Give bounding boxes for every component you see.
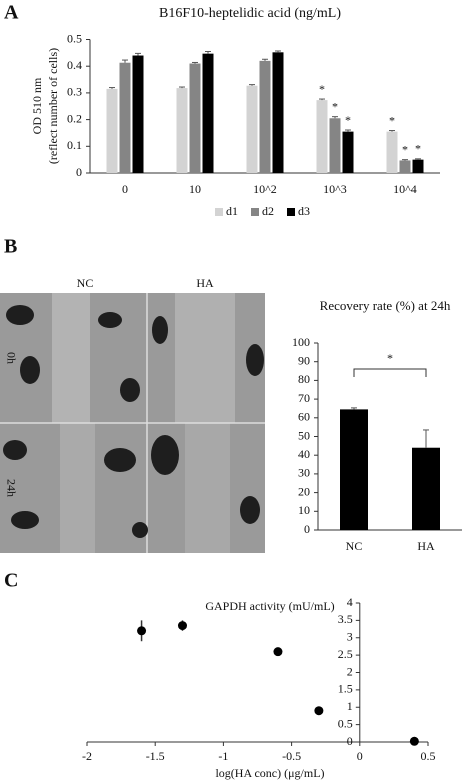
x-tick-label: -1 xyxy=(218,749,228,763)
legend-swatch xyxy=(251,208,259,216)
image-row-label: 24h xyxy=(4,479,18,497)
y-tick-label: 100 xyxy=(292,335,310,349)
y-tick-label: 0.2 xyxy=(67,111,82,125)
significance-marker: * xyxy=(345,113,351,127)
y-tick-label: 10 xyxy=(298,503,310,517)
bar xyxy=(412,447,440,530)
panel-label: C xyxy=(4,570,18,592)
bar xyxy=(329,118,341,173)
wound-gap xyxy=(52,293,90,423)
x-tick-label: 0.5 xyxy=(421,749,436,763)
y-tick-label: 80 xyxy=(298,372,310,386)
x-tick-label: 10^4 xyxy=(393,182,417,196)
bar xyxy=(340,409,368,530)
bar xyxy=(106,88,118,173)
point xyxy=(314,706,324,716)
bar xyxy=(342,131,354,173)
x-tick-label: 10^2 xyxy=(253,182,277,196)
significance-marker: * xyxy=(415,142,421,156)
y-tick-label: 3.5 xyxy=(338,612,353,626)
bar xyxy=(272,52,284,173)
y-tick-label: 0.3 xyxy=(67,85,82,99)
x-tick-label: -1.5 xyxy=(146,749,165,763)
y-tick-label: 0.5 xyxy=(67,31,82,45)
legend-swatch xyxy=(287,208,295,216)
significance-marker: * xyxy=(319,82,325,96)
x-axis-label: log(HA conc) (μg/mL) xyxy=(215,766,324,780)
legend-label: d3 xyxy=(298,204,310,218)
x-tick-label: NC xyxy=(346,539,363,553)
point xyxy=(177,621,187,631)
chart-title: B16F10-heptelidic acid (ng/mL) xyxy=(159,6,341,21)
point xyxy=(273,647,283,657)
y-axis-label: OD 510 nm xyxy=(30,77,44,134)
y-tick-label: 2.5 xyxy=(338,647,353,661)
bar xyxy=(119,62,131,173)
y-tick-label: 0.5 xyxy=(338,716,353,730)
y-tick-label: 0 xyxy=(347,734,353,748)
bar xyxy=(246,85,258,173)
wound-gap xyxy=(185,423,230,553)
x-tick-label: 10 xyxy=(189,182,201,196)
y-tick-label: 0.1 xyxy=(67,138,82,152)
legend-swatch xyxy=(215,208,223,216)
bar xyxy=(399,160,411,173)
significance-marker: * xyxy=(402,142,408,156)
panel-label: B xyxy=(4,236,17,258)
bar xyxy=(189,63,201,173)
x-tick-label: 10^3 xyxy=(323,182,347,196)
x-tick-label: 0 xyxy=(122,182,128,196)
y-tick-label: 3 xyxy=(347,630,353,644)
bar xyxy=(412,159,424,173)
y-tick-label: 0.4 xyxy=(67,58,82,72)
bar xyxy=(259,60,271,173)
bar xyxy=(316,100,328,173)
image-column-label: NC xyxy=(77,276,94,290)
point xyxy=(137,626,147,636)
cell-clusters xyxy=(3,305,264,538)
micrograph xyxy=(0,293,265,553)
significance-marker: * xyxy=(387,351,393,365)
y-tick-label: 0 xyxy=(304,522,310,536)
y-tick-label: 0 xyxy=(76,165,82,179)
bar xyxy=(132,55,144,173)
chart-title: Recovery rate (%) at 24h xyxy=(319,298,451,313)
y-tick-label: 70 xyxy=(298,391,310,405)
y-tick-label: 20 xyxy=(298,484,310,498)
x-tick-label: -2 xyxy=(82,749,92,763)
y-tick-label: 2 xyxy=(347,664,353,678)
y-tick-label: 1 xyxy=(347,699,353,713)
y-axis-label: (reflect number of cells) xyxy=(46,48,60,164)
panel-label: A xyxy=(4,2,19,24)
chart-title: GAPDH activity (mU/mL) xyxy=(205,599,334,613)
x-tick-label: 0 xyxy=(357,749,363,763)
y-tick-label: 60 xyxy=(298,410,310,424)
significance-bracket xyxy=(353,368,427,377)
wound-gap xyxy=(60,423,95,553)
y-tick-label: 4 xyxy=(347,595,353,609)
bar xyxy=(202,53,214,173)
legend-label: d2 xyxy=(262,204,274,218)
image-row-label: 0h xyxy=(4,352,18,364)
y-tick-label: 40 xyxy=(298,447,310,461)
y-tick-label: 30 xyxy=(298,466,310,480)
x-tick-label: HA xyxy=(417,539,435,553)
legend-label: d1 xyxy=(226,204,238,218)
y-tick-label: 1.5 xyxy=(338,682,353,696)
image-column-label: HA xyxy=(196,276,214,290)
bar xyxy=(386,131,398,173)
y-tick-label: 90 xyxy=(298,353,310,367)
significance-marker: * xyxy=(389,113,395,127)
significance-marker: * xyxy=(332,99,338,113)
wound-gap xyxy=(175,293,235,423)
point xyxy=(409,736,419,746)
y-tick-label: 50 xyxy=(298,428,310,442)
x-tick-label: -0.5 xyxy=(282,749,301,763)
bar xyxy=(176,88,188,173)
